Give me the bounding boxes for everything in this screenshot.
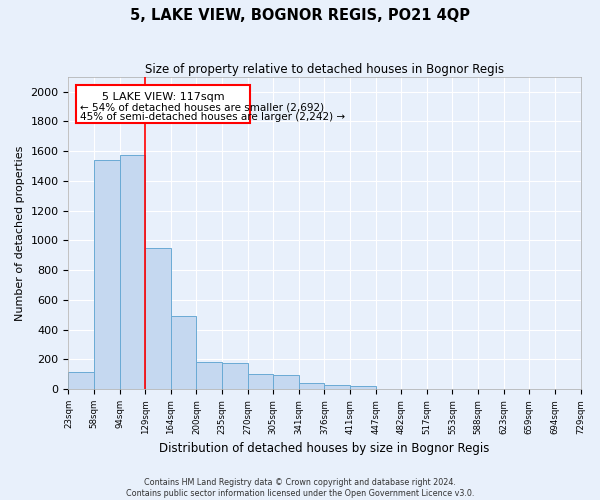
- Y-axis label: Number of detached properties: Number of detached properties: [15, 145, 25, 320]
- X-axis label: Distribution of detached houses by size in Bognor Regis: Distribution of detached houses by size …: [159, 442, 490, 455]
- Text: Contains HM Land Registry data © Crown copyright and database right 2024.
Contai: Contains HM Land Registry data © Crown c…: [126, 478, 474, 498]
- Bar: [248, 374, 273, 389]
- Bar: [119, 155, 145, 389]
- Bar: [222, 363, 248, 389]
- FancyBboxPatch shape: [76, 85, 250, 123]
- Text: 45% of semi-detached houses are larger (2,242) →: 45% of semi-detached houses are larger (…: [80, 112, 345, 122]
- Bar: [171, 316, 196, 389]
- Bar: [145, 248, 171, 389]
- Bar: [299, 383, 325, 389]
- Text: 5 LAKE VIEW: 117sqm: 5 LAKE VIEW: 117sqm: [102, 92, 224, 102]
- Text: ← 54% of detached houses are smaller (2,692): ← 54% of detached houses are smaller (2,…: [80, 102, 324, 113]
- Bar: [94, 160, 119, 389]
- Bar: [196, 362, 222, 389]
- Bar: [68, 372, 94, 389]
- Text: 5, LAKE VIEW, BOGNOR REGIS, PO21 4QP: 5, LAKE VIEW, BOGNOR REGIS, PO21 4QP: [130, 8, 470, 22]
- Title: Size of property relative to detached houses in Bognor Regis: Size of property relative to detached ho…: [145, 62, 504, 76]
- Bar: [350, 386, 376, 389]
- Bar: [273, 375, 299, 389]
- Bar: [325, 385, 350, 389]
